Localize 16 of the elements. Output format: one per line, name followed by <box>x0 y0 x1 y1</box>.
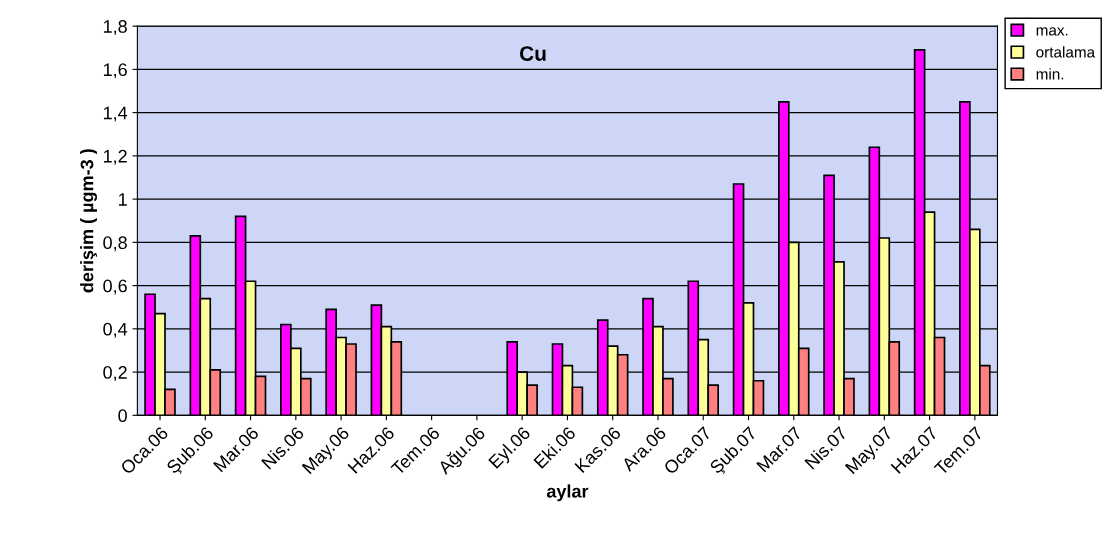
y-tick-label: 1,6 <box>103 63 127 79</box>
legend-label: max. <box>1036 27 1068 36</box>
text: Cu <box>520 46 546 61</box>
x-axis-title: aylar <box>546 484 589 502</box>
y-tick-label: 1,2 <box>103 149 127 165</box>
y-tick-label: 1 <box>119 193 127 206</box>
y-tick-label: 0,4 <box>103 322 128 338</box>
y-tick-label: 0,6 <box>103 279 127 295</box>
y-tick-label: 0 <box>118 409 127 423</box>
y-tick-label: 1,4 <box>103 106 128 122</box>
y-tick-label: 0,8 <box>103 236 127 252</box>
y-axis-title: derişim ( µgm-3 ) <box>80 149 98 293</box>
y-tick-label: 1,8 <box>103 20 127 35</box>
legend-label: ortalama <box>1036 46 1096 58</box>
legend-label: min. <box>1036 68 1064 80</box>
y-tick-label: 0,2 <box>103 366 127 381</box>
